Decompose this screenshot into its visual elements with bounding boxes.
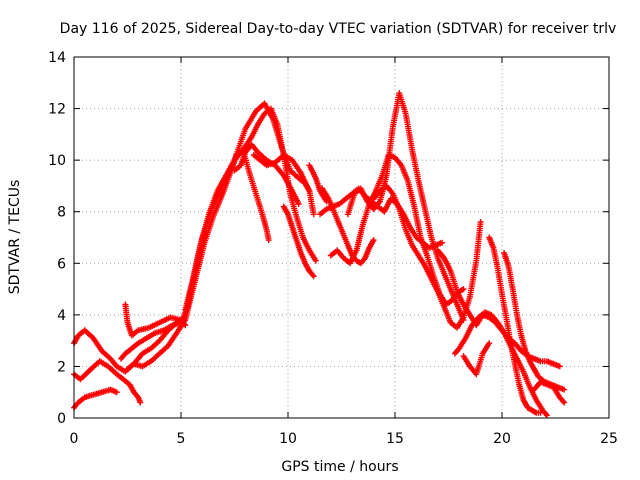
series-markers <box>182 105 319 313</box>
series-markers <box>118 319 184 362</box>
x-tick-label: 20 <box>493 431 511 447</box>
y-tick-label: 12 <box>48 102 66 118</box>
x-tick-label: 10 <box>279 431 297 447</box>
series-arc-7 <box>178 100 313 326</box>
series-arc-16 <box>344 90 467 323</box>
x-tick-label: 0 <box>70 431 79 447</box>
chart-title: Day 116 of 2025, Sidereal Day-to-day VTE… <box>60 21 617 37</box>
y-tick-label: 6 <box>57 256 66 272</box>
series-arc-23 <box>531 378 568 406</box>
series-markers <box>327 152 467 308</box>
x-tick-label: 5 <box>177 431 186 447</box>
data-series <box>71 90 568 419</box>
plot-frame <box>73 56 610 419</box>
series-arc-15 <box>327 152 467 308</box>
y-tick-label: 8 <box>57 205 66 221</box>
series-markers <box>250 152 317 218</box>
series-markers <box>501 250 568 393</box>
series-arc-12 <box>306 162 330 205</box>
y-tick-label: 4 <box>57 308 66 324</box>
series-arc-22 <box>501 250 568 393</box>
series-markers <box>486 234 544 416</box>
series-arc-3 <box>71 386 120 411</box>
x-axis-label: GPS time / hours <box>281 459 398 475</box>
series-markers <box>319 185 377 267</box>
series-markers <box>178 100 313 326</box>
series-arc-17 <box>370 182 484 331</box>
axis-ticks: 0 5 10 15 20 25 0 2 4 6 8 10 12 14 <box>48 50 618 447</box>
series-arc-11 <box>280 203 317 280</box>
series-arc-5 <box>122 301 189 339</box>
x-tick-label: 25 <box>600 431 618 447</box>
series-arc-20 <box>460 340 493 378</box>
series-arc-21 <box>486 234 544 416</box>
series-arc-4 <box>118 319 184 362</box>
series-markers <box>306 162 330 205</box>
series-markers <box>460 340 493 378</box>
series-markers <box>531 378 568 406</box>
y-axis-label: SDTVAR / TECUs <box>7 180 23 295</box>
x-tick-label: 15 <box>386 431 404 447</box>
series-arc-14 <box>319 185 377 267</box>
series-markers <box>370 182 484 331</box>
y-tick-label: 10 <box>48 153 66 169</box>
series-arc-10 <box>250 152 317 218</box>
series-markers <box>71 386 120 411</box>
y-tick-label: 2 <box>57 359 66 375</box>
series-markers <box>280 203 317 280</box>
series-arc-8 <box>182 105 319 313</box>
series-markers <box>344 90 467 323</box>
y-tick-label: 14 <box>48 50 66 66</box>
series-markers <box>122 301 189 339</box>
y-tick-label: 0 <box>57 411 66 427</box>
